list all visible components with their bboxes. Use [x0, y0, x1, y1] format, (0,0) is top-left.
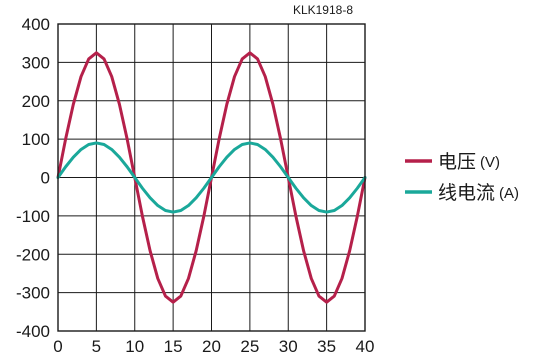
legend-item-1: 线电流 (A) [405, 182, 519, 204]
legend-unit: (A) [499, 185, 519, 202]
plot-frame [57, 23, 366, 332]
x-tick-label: 25 [240, 337, 259, 356]
y-tick-label: 0 [41, 169, 50, 188]
x-tick-label: 40 [356, 337, 375, 356]
x-tick-label: 5 [92, 337, 101, 356]
y-tick-label: 300 [22, 53, 50, 72]
series-line-1 [56, 141, 367, 214]
legend-item-0: 电压 (V) [405, 151, 500, 173]
x-tick-label: 20 [202, 337, 221, 356]
tick-labels: 0 5 10 15 20 25 30 35 40 400 300 200 100 0 -100 -200 -30… [16, 15, 374, 356]
y-tick-label: 400 [22, 15, 50, 34]
x-tick-label: 15 [164, 337, 183, 356]
x-tick-label: 10 [125, 337, 144, 356]
y-tick-label: -200 [16, 245, 50, 264]
legend: 电压 (V) 线电流 (A) [405, 151, 519, 204]
y-tick-label: 100 [22, 130, 50, 149]
y-tick-label: -300 [16, 284, 50, 303]
y-tick-label: 200 [22, 92, 50, 111]
y-tick-label: -400 [16, 322, 50, 341]
figure-code: KLK1918-8 [293, 3, 353, 17]
x-tick-label: 30 [279, 337, 298, 356]
legend-label: 线电流 [438, 182, 495, 204]
x-tick-label: 35 [317, 337, 336, 356]
legend-label: 电压 [438, 151, 476, 173]
x-tick-label: 0 [53, 337, 62, 356]
legend-unit: (V) [480, 154, 500, 171]
series-lines [56, 51, 367, 304]
y-tick-label: -100 [16, 207, 50, 226]
